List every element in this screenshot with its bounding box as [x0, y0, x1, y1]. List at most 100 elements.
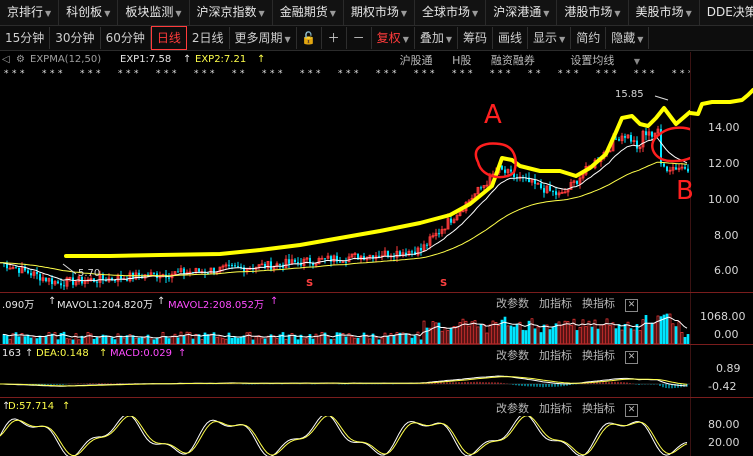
switch-indicator-button[interactable]: 换指标 [582, 349, 615, 362]
volume-bar [419, 339, 423, 344]
volume-bar [2, 334, 6, 344]
link-margin[interactable]: 融资融券 [490, 54, 535, 67]
volume-bar [131, 335, 135, 344]
period-more[interactable]: 更多周期 ▼ [230, 27, 297, 49]
nav-hk[interactable]: 港股市场 ▼ [557, 0, 629, 25]
nav-connect[interactable]: 沪深港通 ▼ [486, 0, 558, 25]
draw-button[interactable]: 画线 [493, 27, 529, 49]
event-star-icon: * [134, 69, 139, 79]
nav-star-market[interactable]: 科创板 ▼ [59, 0, 119, 25]
high-price-label: 15.85 [615, 89, 644, 100]
candle-body [534, 179, 536, 184]
candle-body [651, 131, 653, 137]
candle-body [243, 267, 245, 272]
nav-futures[interactable]: 金融期货 ▼ [273, 0, 344, 25]
candle-body [207, 272, 209, 274]
candle-body [11, 267, 15, 269]
add-indicator-button[interactable]: 加指标 [539, 349, 572, 362]
minus-icon[interactable]: － [347, 27, 372, 49]
nav-global[interactable]: 全球市场 ▼ [415, 0, 487, 25]
event-star-icon: * [392, 69, 397, 79]
link-h-share[interactable]: H股 [452, 54, 472, 67]
add-indicator-button[interactable]: 加指标 [539, 297, 572, 310]
circle-annotation-a [474, 142, 517, 179]
edit-params-button[interactable]: 改参数 [496, 402, 529, 415]
volume-bar [44, 335, 48, 344]
volume-bar [176, 337, 180, 344]
event-star-icon: * [536, 69, 541, 79]
close-icon[interactable]: ✕ [625, 299, 638, 312]
volume-bar [170, 335, 174, 344]
nav-rank[interactable]: 京排行 ▼ [0, 0, 60, 25]
chips-button[interactable]: 筹码 [458, 27, 494, 49]
candle-body [177, 271, 179, 273]
volume-bar [401, 332, 405, 344]
y-tick: 12.00 [708, 157, 740, 170]
panel-divider [0, 344, 753, 345]
kdj-panel-tools: 改参数 加指标 换指标 ✕ [486, 400, 638, 417]
period-daily[interactable]: 日线 [150, 26, 187, 50]
candle-body [656, 128, 660, 134]
hide-button[interactable]: 隐藏 ▼ [606, 27, 650, 49]
nav-sector-monitor[interactable]: 板块监测 ▼ [118, 0, 190, 25]
display-button[interactable]: 显示 ▼ [528, 27, 572, 49]
edit-params-button[interactable]: 改参数 [496, 297, 529, 310]
macd-panel-header: 163 ↑ DEA:0.148 ↑ MACD:0.029 ↑ 改参数 加指标 换指标… [0, 348, 700, 364]
candle-body [231, 264, 233, 266]
candlestick-chart[interactable]: * * * * * * * * * * * * * * * * * * * * * * * * * * * * * * * * * * * * * * * *… [0, 68, 690, 290]
plus-icon[interactable]: ＋ [322, 27, 347, 49]
nav-us[interactable]: 美股市场 ▼ [629, 0, 700, 25]
switch-indicator-button[interactable]: 换指标 [582, 402, 615, 415]
scroll-left-icon[interactable]: ◁ [2, 54, 10, 65]
volume-bar [146, 334, 150, 344]
candle-body [480, 187, 482, 189]
event-star-icon: * [680, 69, 685, 79]
candle-body [72, 277, 74, 285]
dea-value: DEA:0.148 [36, 348, 89, 359]
volume-bar [182, 335, 186, 344]
lock-icon[interactable]: 🔓 [297, 27, 322, 49]
candle-body [353, 253, 357, 255]
candle-body [411, 251, 413, 253]
switch-indicator-button[interactable]: 换指标 [582, 297, 615, 310]
link-ma-settings[interactable]: 设置均线 ▼ [554, 54, 640, 67]
nav-dde[interactable]: DDE决策 [700, 0, 753, 25]
period-60min[interactable]: 60分钟 [101, 27, 151, 49]
period-30min[interactable]: 30分钟 [50, 27, 101, 49]
k-line [0, 416, 688, 456]
volume-bar [416, 331, 420, 344]
volume-bar [533, 328, 537, 344]
close-icon[interactable]: ✕ [625, 404, 638, 417]
volume-bar [566, 321, 570, 344]
chart-links: 沪股通 H股 融资融券 设置均线 ▼ [384, 52, 640, 68]
volume-bar [425, 327, 429, 344]
period-15min[interactable]: 15分钟 [0, 27, 51, 49]
candle-body [89, 278, 93, 281]
edit-params-button[interactable]: 改参数 [496, 349, 529, 362]
volume-bar [644, 315, 648, 344]
volume-bar [638, 330, 642, 344]
volume-bar [548, 329, 552, 344]
close-icon[interactable]: ✕ [625, 351, 638, 364]
macd-chart[interactable] [0, 362, 690, 396]
overlay-label: 叠加 [419, 31, 444, 45]
candle-body [501, 165, 503, 170]
gear-icon[interactable]: ⚙ [16, 54, 25, 65]
period-2day[interactable]: 2日线 [187, 27, 230, 49]
candle-body [636, 140, 638, 149]
link-sh-connect[interactable]: 沪股通 [399, 54, 433, 67]
add-indicator-button[interactable]: 加指标 [539, 402, 572, 415]
indicator-name[interactable]: EXPMA(12,50) [30, 54, 102, 65]
simple-button[interactable]: 简约 [571, 27, 607, 49]
kdj-chart[interactable] [0, 416, 690, 456]
candle-body [569, 182, 573, 190]
nav-connect-label: 沪深港通 [493, 5, 542, 19]
adjust-button[interactable]: 复权 ▼ [372, 27, 415, 49]
candle-body [378, 255, 380, 257]
nav-index[interactable]: 沪深京指数 ▼ [190, 0, 273, 25]
arrow-up-icon: ↑ [99, 348, 108, 359]
nav-options[interactable]: 期权市场 ▼ [344, 0, 416, 25]
volume-chart[interactable] [0, 312, 690, 344]
candle-body [528, 177, 530, 183]
overlay-button[interactable]: 叠加 ▼ [415, 27, 459, 49]
